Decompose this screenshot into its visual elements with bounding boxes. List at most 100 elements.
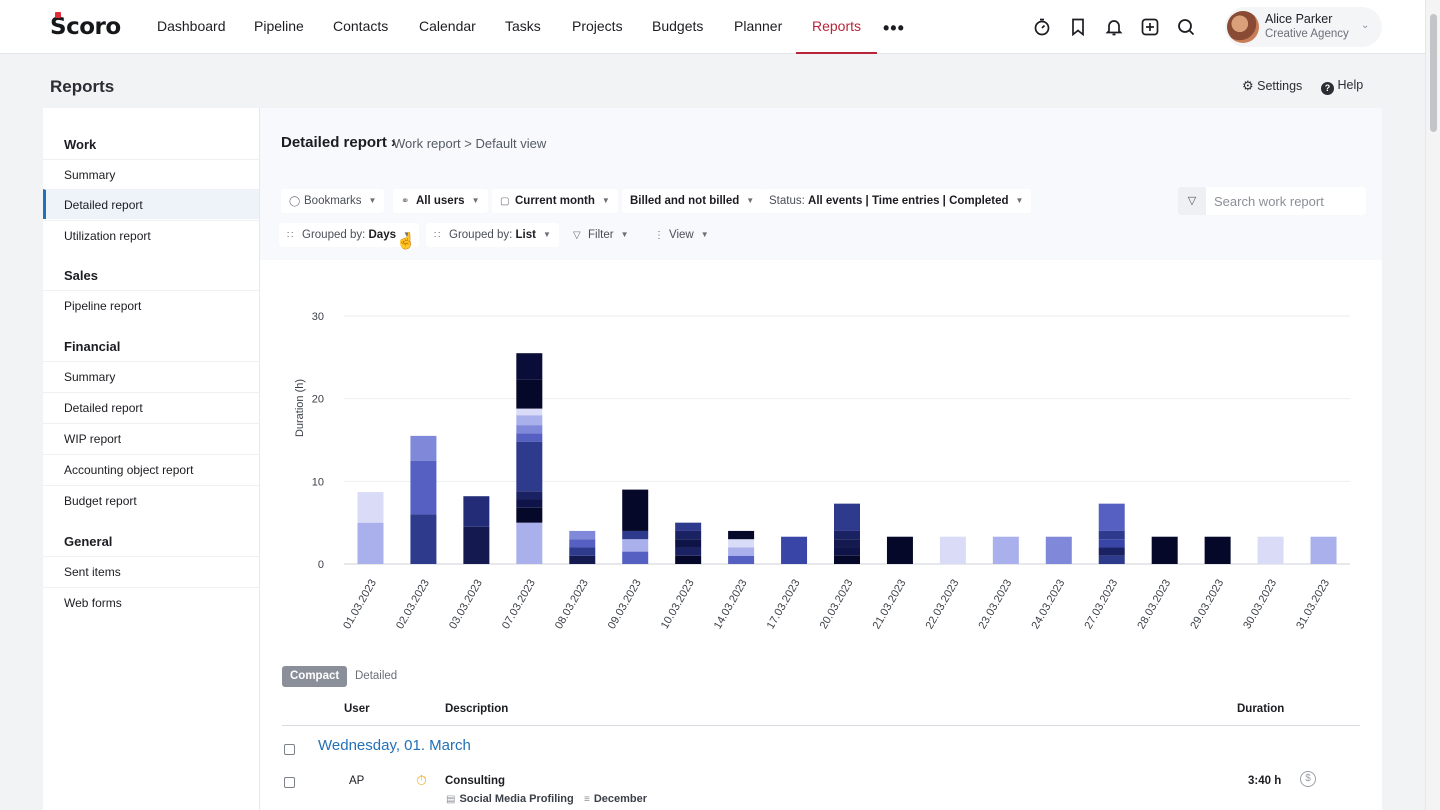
group-title[interactable]: Wednesday, 01. March [318, 737, 471, 754]
bar-segment[interactable] [834, 539, 860, 548]
nav-budgets[interactable]: Budgets [652, 18, 704, 34]
bar-segment[interactable] [728, 530, 755, 540]
settings-link[interactable]: ⚙ Settings [1242, 78, 1302, 94]
sidebar-item-work-summary[interactable]: Summary [43, 159, 259, 189]
bar-segment[interactable] [1310, 536, 1337, 564]
bar-segment[interactable] [622, 530, 649, 540]
search-input[interactable] [1208, 187, 1364, 215]
bar-segment[interactable] [516, 415, 543, 426]
status-dropdown[interactable]: Status: All events | Time entries | Comp… [761, 189, 1032, 213]
bar-segment[interactable] [1045, 536, 1072, 564]
billable-icon[interactable]: $ [1300, 771, 1316, 787]
sidebar-item-financial-detailed[interactable]: Detailed report [43, 392, 259, 422]
search-icon[interactable] [1176, 17, 1196, 37]
bar-segment[interactable] [516, 408, 543, 416]
bar-segment[interactable] [516, 379, 543, 409]
bar-segment[interactable] [463, 526, 490, 564]
bookmarks-dropdown[interactable]: ◯ Bookmarks ▼ [281, 189, 385, 213]
nav-planner[interactable]: Planner [734, 18, 783, 34]
app-logo[interactable]: Scoro [50, 14, 121, 40]
bar-segment[interactable] [569, 547, 596, 556]
sidebar-item-wip-report[interactable]: WIP report [43, 423, 259, 453]
bar-segment[interactable] [886, 536, 913, 564]
bar-segment[interactable] [516, 507, 543, 523]
nav-calendar[interactable]: Calendar [419, 18, 476, 34]
users-dropdown[interactable]: ⚭ All users ▼ [393, 189, 488, 213]
page-scrollbar[interactable] [1425, 0, 1440, 810]
user-menu[interactable]: Alice Parker Creative Agency ⌄ [1225, 7, 1382, 47]
nav-reports[interactable]: Reports [796, 0, 878, 54]
bar-segment[interactable] [357, 492, 384, 523]
bar-segment[interactable] [569, 555, 596, 564]
sidebar-item-pipeline-report[interactable]: Pipeline report [43, 290, 259, 320]
bar-segment[interactable] [675, 530, 702, 540]
bar-segment[interactable] [516, 353, 543, 380]
nav-projects[interactable]: Projects [572, 18, 623, 34]
help-link[interactable]: ? Help [1321, 78, 1363, 95]
bar-segment[interactable] [781, 536, 808, 564]
bar-segment[interactable] [1098, 539, 1125, 548]
row-phase[interactable]: ≡ December [584, 793, 648, 805]
row-checkbox[interactable] [284, 777, 295, 788]
bar-segment[interactable] [410, 435, 437, 461]
tab-compact[interactable]: Compact [282, 666, 348, 687]
bar-segment[interactable] [1204, 536, 1231, 564]
view-dropdown[interactable]: ⋮ View ▼ [646, 223, 717, 247]
bar-segment[interactable] [939, 536, 966, 564]
bookmark-icon[interactable] [1068, 17, 1088, 37]
bar-segment[interactable] [622, 539, 649, 552]
plus-square-icon[interactable] [1140, 17, 1160, 37]
bar-segment[interactable] [675, 522, 702, 531]
breadcrumb[interactable]: Work report > Default view [393, 136, 547, 151]
bar-segment[interactable] [410, 460, 437, 515]
sidebar-item-financial-summary[interactable]: Summary [43, 361, 259, 391]
group-by-days-dropdown[interactable]: ∷ Grouped by: Days ▼ [279, 223, 419, 247]
bar-segment[interactable] [1098, 555, 1125, 564]
bar-segment[interactable] [569, 539, 596, 548]
bar-segment[interactable] [622, 551, 649, 564]
sidebar-item-sent-items[interactable]: Sent items [43, 556, 259, 586]
bar-segment[interactable] [516, 441, 543, 492]
bar-segment[interactable] [675, 539, 702, 548]
bar-segment[interactable] [357, 522, 384, 564]
bar-segment[interactable] [728, 555, 755, 564]
bar-segment[interactable] [1151, 536, 1178, 564]
bar-segment[interactable] [516, 522, 543, 564]
bar-segment[interactable] [834, 547, 860, 556]
bar-segment[interactable] [1257, 536, 1284, 564]
scrollbar-thumb[interactable] [1430, 14, 1437, 132]
bar-segment[interactable] [516, 491, 543, 500]
bell-icon[interactable] [1104, 17, 1124, 37]
sidebar-item-web-forms[interactable]: Web forms [43, 587, 259, 617]
bar-segment[interactable] [834, 503, 860, 531]
filter-icon[interactable]: ▽ [1178, 187, 1206, 215]
bar-segment[interactable] [675, 555, 702, 564]
row-title[interactable]: Consulting [445, 775, 506, 787]
filter-dropdown[interactable]: ▽ Filter ▼ [565, 223, 636, 247]
bar-segment[interactable] [992, 536, 1019, 564]
nav-contacts[interactable]: Contacts [333, 18, 389, 34]
nav-tasks[interactable]: Tasks [505, 18, 541, 34]
bar-segment[interactable] [728, 539, 755, 548]
timer-icon[interactable] [1032, 17, 1052, 37]
bar-segment[interactable] [516, 499, 543, 508]
group-checkbox[interactable] [284, 744, 295, 755]
nav-dashboard[interactable]: Dashboard [157, 18, 226, 34]
bar-segment[interactable] [1098, 530, 1125, 540]
bar-segment[interactable] [569, 530, 596, 540]
sidebar-item-budget-report[interactable]: Budget report [43, 485, 259, 515]
more-menu-icon[interactable]: ••• [883, 18, 905, 38]
bar-segment[interactable] [834, 530, 860, 540]
group-by-list-dropdown[interactable]: ∷ Grouped by: List ▼ [426, 223, 559, 247]
bar-segment[interactable] [675, 547, 702, 556]
bar-segment[interactable] [463, 496, 490, 527]
bar-segment[interactable] [728, 547, 755, 556]
bar-segment[interactable] [1098, 547, 1125, 556]
sidebar-item-detailed-report[interactable]: Detailed report [43, 189, 259, 219]
row-project[interactable]: ▤ Social Media Profiling [446, 793, 574, 805]
tab-detailed[interactable]: Detailed [355, 670, 398, 682]
bar-segment[interactable] [622, 489, 649, 531]
bar-segment[interactable] [1098, 503, 1125, 531]
column-header-user[interactable]: User [344, 703, 370, 715]
column-header-duration[interactable]: Duration [1237, 703, 1285, 715]
